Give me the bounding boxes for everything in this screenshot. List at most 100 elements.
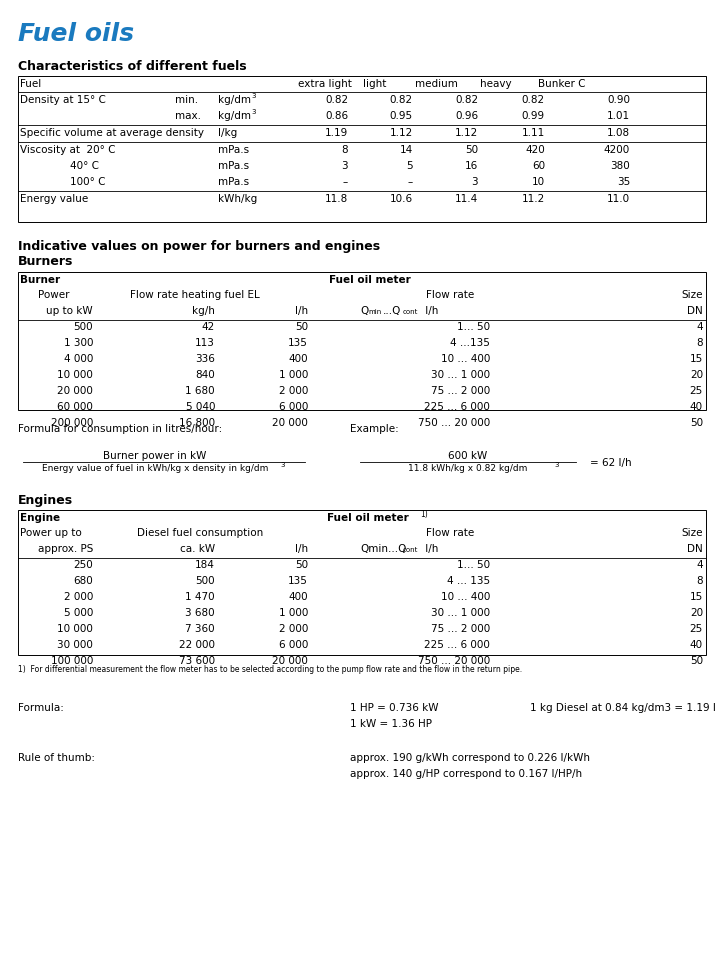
Text: l/kg: l/kg bbox=[218, 128, 237, 138]
Text: 184: 184 bbox=[195, 560, 215, 570]
Text: 20: 20 bbox=[690, 608, 703, 618]
Text: extra light: extra light bbox=[298, 79, 352, 89]
Text: ca. kW: ca. kW bbox=[180, 544, 215, 554]
Text: Formula:: Formula: bbox=[18, 703, 64, 713]
Text: Fuel oil meter: Fuel oil meter bbox=[327, 513, 413, 523]
Text: Rule of thumb:: Rule of thumb: bbox=[18, 753, 95, 763]
Text: cont: cont bbox=[403, 309, 418, 315]
Text: 225 ... 6 000: 225 ... 6 000 bbox=[424, 402, 490, 412]
Text: 8: 8 bbox=[342, 145, 348, 155]
Text: = 62 l/h: = 62 l/h bbox=[590, 458, 631, 468]
Text: 16 800: 16 800 bbox=[179, 418, 215, 428]
Text: 40: 40 bbox=[690, 640, 703, 650]
Text: 1 kg Diesel at 0.84 kg/dm3 = 1.19 l: 1 kg Diesel at 0.84 kg/dm3 = 1.19 l bbox=[530, 703, 716, 713]
Text: 30 ... 1 000: 30 ... 1 000 bbox=[431, 370, 490, 380]
Text: approx. 190 g/kWh correspond to 0.226 l/kWh: approx. 190 g/kWh correspond to 0.226 l/… bbox=[350, 753, 590, 763]
Text: Power up to: Power up to bbox=[20, 528, 82, 538]
Text: cont: cont bbox=[403, 547, 418, 553]
Text: 20 000: 20 000 bbox=[272, 418, 308, 428]
Text: 600 kW: 600 kW bbox=[448, 451, 488, 461]
Text: 2 000: 2 000 bbox=[64, 592, 93, 602]
Text: 30 ... 1 000: 30 ... 1 000 bbox=[431, 608, 490, 618]
Text: 7 360: 7 360 bbox=[185, 624, 215, 634]
Text: max.: max. bbox=[175, 111, 201, 121]
Text: 3 680: 3 680 bbox=[185, 608, 215, 618]
Text: DN: DN bbox=[687, 306, 703, 316]
Text: 10 000: 10 000 bbox=[57, 370, 93, 380]
Bar bbox=[18, 510, 706, 655]
Text: 50: 50 bbox=[295, 560, 308, 570]
Text: 5: 5 bbox=[406, 161, 413, 171]
Text: approx. PS: approx. PS bbox=[38, 544, 93, 554]
Text: 4200: 4200 bbox=[604, 145, 630, 155]
Text: 3: 3 bbox=[280, 462, 285, 468]
Text: 16: 16 bbox=[465, 161, 478, 171]
Text: 10: 10 bbox=[532, 177, 545, 187]
Bar bbox=[18, 272, 706, 410]
Text: 3: 3 bbox=[251, 93, 256, 99]
Text: 75 ... 2 000: 75 ... 2 000 bbox=[431, 386, 490, 396]
Text: 1 300: 1 300 bbox=[64, 338, 93, 348]
Text: 50: 50 bbox=[690, 656, 703, 666]
Text: Burners: Burners bbox=[18, 255, 73, 268]
Text: 3: 3 bbox=[554, 462, 558, 468]
Text: Energy value of fuel in kWh/kg x density in kg/dm: Energy value of fuel in kWh/kg x density… bbox=[42, 464, 268, 473]
Text: 10 000: 10 000 bbox=[57, 624, 93, 634]
Text: –: – bbox=[408, 177, 413, 187]
Text: 4: 4 bbox=[696, 560, 703, 570]
Text: 4 000: 4 000 bbox=[64, 354, 93, 364]
Text: 4 ...135: 4 ...135 bbox=[450, 338, 490, 348]
Text: 0.86: 0.86 bbox=[325, 111, 348, 121]
Text: 1.11: 1.11 bbox=[522, 128, 545, 138]
Text: 11.8: 11.8 bbox=[325, 194, 348, 204]
Text: 40° C: 40° C bbox=[70, 161, 99, 171]
Text: 200 000: 200 000 bbox=[51, 418, 93, 428]
Text: 100 000: 100 000 bbox=[51, 656, 93, 666]
Text: Q: Q bbox=[360, 306, 369, 316]
Text: 225 ... 6 000: 225 ... 6 000 bbox=[424, 640, 490, 650]
Text: 20 000: 20 000 bbox=[57, 386, 93, 396]
Text: 250: 250 bbox=[73, 560, 93, 570]
Text: mPa.s: mPa.s bbox=[218, 161, 249, 171]
Text: Engine: Engine bbox=[20, 513, 60, 523]
Text: 15: 15 bbox=[690, 354, 703, 364]
Text: 4 ... 135: 4 ... 135 bbox=[447, 576, 490, 586]
Text: Formula for consumption in litres/hour:: Formula for consumption in litres/hour: bbox=[18, 424, 222, 434]
Text: Indicative values on power for burners and engines: Indicative values on power for burners a… bbox=[18, 240, 380, 253]
Text: 500: 500 bbox=[195, 576, 215, 586]
Text: 10.6: 10.6 bbox=[390, 194, 413, 204]
Text: 6 000: 6 000 bbox=[279, 402, 308, 412]
Text: 75 ... 2 000: 75 ... 2 000 bbox=[431, 624, 490, 634]
Text: 1 470: 1 470 bbox=[185, 592, 215, 602]
Text: mPa.s: mPa.s bbox=[218, 145, 249, 155]
Text: 1... 50: 1... 50 bbox=[457, 322, 490, 332]
Text: Characteristics of different fuels: Characteristics of different fuels bbox=[18, 60, 247, 73]
Text: up to kW: up to kW bbox=[46, 306, 93, 316]
Text: 1.19: 1.19 bbox=[325, 128, 348, 138]
Text: Fuel: Fuel bbox=[20, 79, 41, 89]
Text: 35: 35 bbox=[617, 177, 630, 187]
Text: 25: 25 bbox=[690, 386, 703, 396]
Text: 135: 135 bbox=[288, 576, 308, 586]
Text: 0.82: 0.82 bbox=[325, 95, 348, 105]
Text: 40: 40 bbox=[690, 402, 703, 412]
Text: kg/dm: kg/dm bbox=[218, 95, 251, 105]
Text: 3: 3 bbox=[471, 177, 478, 187]
Text: Viscosity at  20° C: Viscosity at 20° C bbox=[20, 145, 116, 155]
Text: 5 000: 5 000 bbox=[64, 608, 93, 618]
Text: 400: 400 bbox=[288, 592, 308, 602]
Text: l/h: l/h bbox=[422, 306, 438, 316]
Text: 500: 500 bbox=[73, 322, 93, 332]
Text: 0.99: 0.99 bbox=[522, 111, 545, 121]
Text: 50: 50 bbox=[690, 418, 703, 428]
Text: medium: medium bbox=[415, 79, 458, 89]
Text: 336: 336 bbox=[195, 354, 215, 364]
Text: 30 000: 30 000 bbox=[57, 640, 93, 650]
Text: 25: 25 bbox=[690, 624, 703, 634]
Text: 400: 400 bbox=[288, 354, 308, 364]
Text: 1)  For differential measurement the flow meter has to be selected according to : 1) For differential measurement the flow… bbox=[18, 665, 522, 674]
Text: min.: min. bbox=[175, 95, 198, 105]
Text: 10 ... 400: 10 ... 400 bbox=[441, 592, 490, 602]
Text: 11.8 kWh/kg x 0.82 kg/dm: 11.8 kWh/kg x 0.82 kg/dm bbox=[408, 464, 528, 473]
Text: 113: 113 bbox=[195, 338, 215, 348]
